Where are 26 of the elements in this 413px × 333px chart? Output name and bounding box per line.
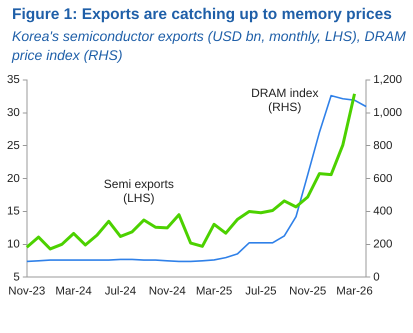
y2-tick-label: 0 xyxy=(373,271,380,284)
y-tick-label: 30 xyxy=(6,107,20,120)
y-tick-label: 5 xyxy=(13,271,20,284)
y2-tick-label: 1,000 xyxy=(373,107,402,120)
x-tick-label: Jul-24 xyxy=(104,285,137,298)
series-label: Semi exports (LHS) xyxy=(104,176,174,205)
series-label: DRAM index (RHS) xyxy=(251,86,318,114)
chart-title: Figure 1: Exports are catching up to memory prices xyxy=(12,6,393,24)
x-tick-label: Nov-24 xyxy=(148,285,186,298)
y2-tick-label: 200 xyxy=(373,238,392,251)
x-tick-label: Mar-24 xyxy=(55,285,92,298)
y2-tick-label: 600 xyxy=(373,172,392,185)
y2-tick-label: 800 xyxy=(373,140,392,152)
x-tick-label: Nov-25 xyxy=(289,285,326,298)
y-tick-label: 10 xyxy=(6,238,20,251)
y2-tick-label: 1,200 xyxy=(373,74,402,86)
y-tick-label: 20 xyxy=(6,172,20,185)
y-tick-label: 25 xyxy=(6,140,20,152)
x-tick-label: Mar-25 xyxy=(196,285,232,298)
chart-subtitle: Korea's semiconductor exports (USD bn, monthly, LHS), DRAM price index (RHS) xyxy=(12,27,407,65)
x-tick-label: Jul-25 xyxy=(245,285,277,298)
y-tick-label: 35 xyxy=(6,74,20,86)
x-tick-label: Nov-23 xyxy=(8,285,46,298)
y2-tick-label: 400 xyxy=(373,206,392,218)
x-tick-label: Mar-26 xyxy=(336,285,373,298)
y-tick-label: 15 xyxy=(6,206,20,218)
